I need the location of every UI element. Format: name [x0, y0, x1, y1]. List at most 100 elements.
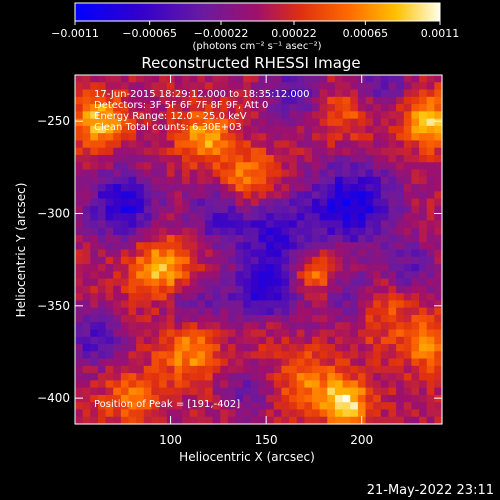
- heatmap-cell: [388, 373, 397, 381]
- heatmap-cell: [304, 416, 313, 425]
- heatmap-cell: [304, 307, 313, 316]
- heatmap-cell: [90, 278, 99, 287]
- heatmap-cell: [120, 249, 130, 258]
- heatmap-cell: [204, 409, 214, 418]
- heatmap-cell: [105, 409, 114, 418]
- heatmap-cell: [189, 118, 198, 127]
- heatmap-cell: [90, 82, 99, 91]
- heatmap-cell: [151, 358, 160, 367]
- heatmap-cell: [250, 336, 260, 345]
- heatmap-cell: [327, 278, 336, 287]
- heatmap-cell: [82, 271, 91, 280]
- heatmap-cell: [159, 285, 168, 294]
- heatmap-cell: [105, 416, 114, 425]
- heatmap-cell: [197, 394, 206, 403]
- heatmap-cell: [357, 169, 367, 178]
- heatmap-cell: [82, 184, 91, 192]
- heatmap-cell: [136, 147, 145, 156]
- heatmap-cell: [258, 256, 267, 265]
- heatmap-cell: [189, 307, 198, 316]
- heatmap-cell: [166, 307, 175, 316]
- heatmap-cell: [350, 373, 359, 381]
- heatmap-cell: [273, 314, 283, 323]
- heatmap-cell: [426, 351, 435, 360]
- heatmap-cell: [304, 89, 313, 98]
- heatmap-cell: [342, 394, 351, 403]
- heatmap-cell: [350, 184, 359, 192]
- heatmap-cell: [174, 89, 183, 98]
- heatmap-cell: [365, 307, 374, 316]
- heatmap-cell: [411, 285, 420, 294]
- heatmap-cell: [419, 176, 428, 185]
- heatmap-cell: [434, 416, 443, 425]
- heatmap-cell: [151, 82, 160, 91]
- heatmap-cell: [174, 104, 183, 112]
- heatmap-cell: [304, 373, 313, 381]
- heatmap-cell: [159, 111, 168, 120]
- heatmap-cell: [380, 198, 390, 207]
- heatmap-cell: [212, 365, 221, 374]
- heatmap-cell: [204, 242, 214, 251]
- heatmap-cell: [189, 322, 198, 331]
- heatmap-cell: [82, 322, 91, 331]
- heatmap-cell: [220, 278, 229, 287]
- heatmap-cell: [273, 373, 283, 381]
- heatmap-cell: [319, 154, 328, 163]
- heatmap-cell: [97, 380, 107, 389]
- heatmap-cell: [319, 271, 328, 280]
- heatmap-cell: [136, 387, 145, 396]
- heatmap-cell: [174, 387, 183, 396]
- heatmap-cell: [189, 300, 198, 309]
- heatmap-cell: [174, 293, 183, 301]
- heatmap-cell: [281, 89, 290, 98]
- heatmap-cell: [189, 147, 198, 156]
- heatmap-cell: [365, 365, 374, 374]
- heatmap-cell: [281, 249, 290, 258]
- heatmap-cell: [365, 205, 374, 214]
- heatmap-cell: [82, 365, 91, 374]
- heatmap-cell: [182, 96, 191, 105]
- heatmap-cell: [97, 307, 107, 316]
- heatmap-cell: [90, 184, 99, 192]
- heatmap-cell: [258, 213, 267, 222]
- heatmap-cell: [334, 234, 344, 243]
- heatmap-cell: [396, 82, 405, 91]
- heatmap-cell: [189, 285, 198, 294]
- heatmap-cell: [396, 329, 405, 338]
- y-axis-label: Heliocentric Y (arcsec): [14, 183, 28, 318]
- heatmap-cell: [426, 293, 435, 301]
- heatmap-cell: [90, 213, 99, 222]
- heatmap-cell: [189, 394, 198, 403]
- heatmap-cell: [174, 133, 183, 142]
- heatmap-cell: [250, 227, 260, 236]
- heatmap-cell: [411, 358, 420, 367]
- heatmap-cell: [281, 82, 290, 91]
- heatmap-cell: [388, 96, 397, 105]
- heatmap-cell: [434, 344, 443, 352]
- heatmap-cell: [266, 162, 275, 171]
- heatmap-cell: [82, 373, 91, 381]
- heatmap-cell: [388, 162, 397, 171]
- heatmap-cell: [357, 293, 367, 301]
- heatmap-cell: [166, 111, 175, 120]
- heatmap-cell: [166, 293, 175, 301]
- heatmap-cell: [227, 409, 237, 418]
- heatmap-cell: [266, 394, 275, 403]
- heatmap-cell: [258, 365, 267, 374]
- heatmap-cell: [373, 227, 382, 236]
- heatmap-cell: [434, 322, 443, 331]
- heatmap-cell: [227, 227, 237, 236]
- heatmap-cell: [159, 162, 168, 171]
- heatmap-cell: [296, 409, 305, 418]
- heatmap-cell: [212, 314, 221, 323]
- heatmap-cell: [289, 147, 298, 156]
- heatmap-cell: [258, 358, 267, 367]
- heatmap-cell: [143, 293, 153, 301]
- heatmap-cell: [143, 336, 153, 345]
- heatmap-cell: [373, 162, 382, 171]
- heatmap-cell: [266, 402, 275, 411]
- heatmap-cell: [334, 140, 344, 149]
- heatmap-cell: [419, 271, 428, 280]
- heatmap-cell: [426, 336, 435, 345]
- heatmap-cell: [182, 278, 191, 287]
